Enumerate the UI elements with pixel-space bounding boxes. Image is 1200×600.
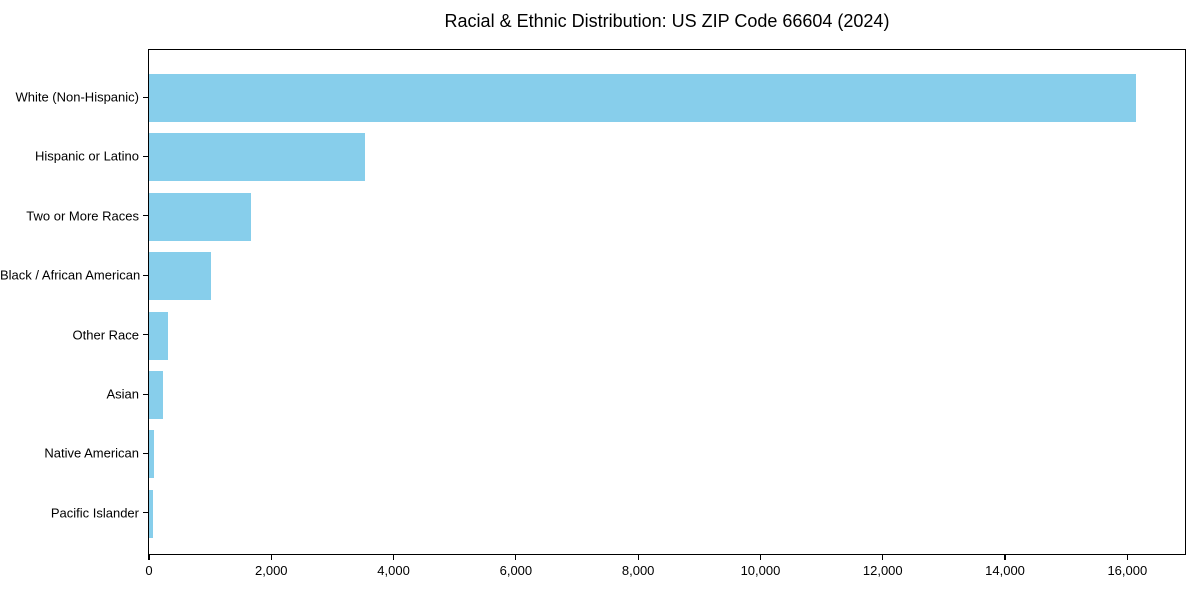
- x-axis-tick-label: 2,000: [255, 563, 288, 578]
- x-axis-tick: [882, 555, 884, 560]
- bar-black-african-american: [149, 252, 212, 301]
- chart-title: Racial & Ethnic Distribution: US ZIP Cod…: [444, 11, 890, 31]
- y-axis-label: Two or More Races: [26, 208, 139, 224]
- y-axis-label: White (Non-Hispanic): [15, 89, 139, 105]
- x-axis-tick-label: 14,000: [985, 563, 1025, 578]
- x-axis-tick-label: 12,000: [862, 563, 903, 578]
- x-axis-tick: [1126, 555, 1128, 560]
- x-axis-tick-label: 16,000: [1107, 563, 1148, 578]
- x-axis-tick-label: 6,000: [499, 563, 533, 578]
- x-axis-tick: [637, 555, 639, 560]
- y-axis-tick: [143, 393, 148, 395]
- y-axis-tick: [143, 274, 148, 276]
- x-axis-tick-label: 8,000: [621, 563, 655, 578]
- y-axis-tick: [143, 512, 148, 514]
- x-axis-tick-label: 10,000: [740, 563, 781, 578]
- bar-other-race: [149, 311, 168, 360]
- bar-asian: [149, 371, 163, 419]
- bar-two-or-more-races: [149, 192, 252, 241]
- y-axis-label: Native American: [44, 445, 139, 461]
- x-axis-tick: [148, 555, 150, 560]
- y-axis-tick: [143, 334, 148, 336]
- y-axis-label: Pacific Islander: [50, 505, 139, 521]
- y-axis-tick: [143, 96, 148, 98]
- y-axis-label: Other Race: [72, 327, 139, 343]
- plot-area: [148, 49, 1186, 555]
- y-axis-label: Black / African American: [0, 267, 141, 283]
- bar-native-american: [149, 430, 155, 479]
- x-axis-tick: [270, 555, 272, 560]
- bar-white-non-hispanic: [149, 74, 1136, 122]
- y-axis-tick: [143, 215, 148, 217]
- x-axis-tick: [1004, 555, 1006, 560]
- y-axis-tick: [143, 452, 148, 455]
- bar-hispanic-or-latino: [149, 133, 365, 182]
- bar-pacific-islander: [149, 489, 154, 538]
- x-axis-tick: [392, 555, 395, 560]
- x-axis-tick-label: 4,000: [377, 563, 410, 578]
- y-axis-label: Asian: [106, 386, 139, 402]
- x-axis-tick-label: 0: [145, 563, 153, 578]
- x-axis-tick: [515, 555, 517, 560]
- y-axis-tick: [143, 155, 148, 158]
- y-axis-label: Hispanic or Latino: [34, 148, 139, 164]
- x-axis-tick: [759, 555, 762, 560]
